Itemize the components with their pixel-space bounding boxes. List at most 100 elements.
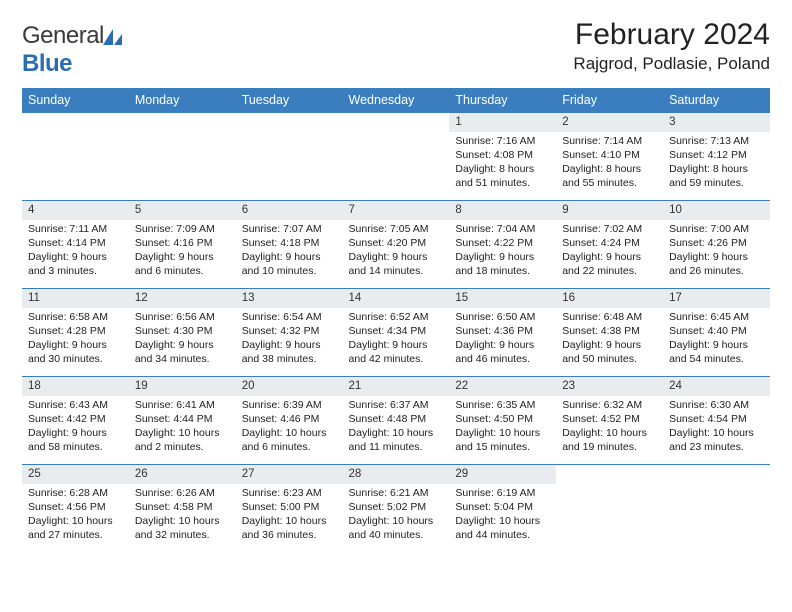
day-number <box>343 113 450 132</box>
day-daylight2: and 51 minutes. <box>455 177 550 191</box>
day-number: 22 <box>449 377 556 396</box>
day-daylight1: Daylight: 10 hours <box>242 427 337 441</box>
day-daylight2: and 36 minutes. <box>242 529 337 543</box>
calendar-cell: 11 Sunrise: 6:58 AMSunset: 4:28 PMDayligh… <box>22 289 129 377</box>
day-daylight2: and 18 minutes. <box>455 265 550 279</box>
day-data: Sunrise: 6:23 AMSunset: 5:00 PMDaylight:… <box>236 486 343 546</box>
day-sunset: Sunset: 4:34 PM <box>349 325 444 339</box>
day-data: Sunrise: 7:02 AMSunset: 4:24 PMDaylight:… <box>556 222 663 282</box>
day-daylight2: and 40 minutes. <box>349 529 444 543</box>
day-data: Sunrise: 7:04 AMSunset: 4:22 PMDaylight:… <box>449 222 556 282</box>
day-daylight1: Daylight: 10 hours <box>135 427 230 441</box>
day-daylight1: Daylight: 10 hours <box>669 427 764 441</box>
day-daylight1: Daylight: 10 hours <box>349 427 444 441</box>
brand-logo: General Blue <box>22 18 124 78</box>
day-number: 5 <box>129 201 236 220</box>
day-sunset: Sunset: 5:00 PM <box>242 501 337 515</box>
day-sunrise: Sunrise: 7:13 AM <box>669 135 764 149</box>
day-data: Sunrise: 6:58 AMSunset: 4:28 PMDaylight:… <box>22 310 129 370</box>
day-sunset: Sunset: 4:58 PM <box>135 501 230 515</box>
day-sunrise: Sunrise: 6:30 AM <box>669 399 764 413</box>
day-daylight2: and 42 minutes. <box>349 353 444 367</box>
day-daylight1: Daylight: 9 hours <box>28 339 123 353</box>
calendar-cell: 9Sunrise: 7:02 AMSunset: 4:24 PMDaylight… <box>556 201 663 289</box>
day-sunrise: Sunrise: 7:05 AM <box>349 223 444 237</box>
day-daylight1: Daylight: 8 hours <box>669 163 764 177</box>
day-daylight2: and 15 minutes. <box>455 441 550 455</box>
day-sunrise: Sunrise: 6:41 AM <box>135 399 230 413</box>
day-sunrise: Sunrise: 6:23 AM <box>242 487 337 501</box>
title-block: February 2024 Rajgrod, Podlasie, Poland <box>573 18 770 74</box>
day-number: 25 <box>22 465 129 484</box>
day-sunset: Sunset: 4:12 PM <box>669 149 764 163</box>
location: Rajgrod, Podlasie, Poland <box>573 54 770 74</box>
day-sunset: Sunset: 5:04 PM <box>455 501 550 515</box>
day-number: 3 <box>663 113 770 132</box>
day-sunset: Sunset: 4:48 PM <box>349 413 444 427</box>
day-data: Sunrise: 6:50 AMSunset: 4:36 PMDaylight:… <box>449 310 556 370</box>
day-sunrise: Sunrise: 6:45 AM <box>669 311 764 325</box>
day-sunset: Sunset: 4:14 PM <box>28 237 123 251</box>
day-sunrise: Sunrise: 7:02 AM <box>562 223 657 237</box>
calendar-cell: 3 Sunrise: 7:13 AMSunset: 4:12 PMDaylight… <box>663 113 770 201</box>
day-number: 19 <box>129 377 236 396</box>
calendar-cell: 22 Sunrise: 6:35 AMSunset: 4:50 PMDayligh… <box>449 377 556 465</box>
day-sunrise: Sunrise: 6:43 AM <box>28 399 123 413</box>
day-daylight2: and 44 minutes. <box>455 529 550 543</box>
day-sunrise: Sunrise: 6:50 AM <box>455 311 550 325</box>
day-daylight2: and 58 minutes. <box>28 441 123 455</box>
weekday-header: Wednesday <box>343 88 450 113</box>
calendar-cell: 16Sunrise: 6:48 AMSunset: 4:38 PMDayligh… <box>556 289 663 377</box>
day-daylight2: and 50 minutes. <box>562 353 657 367</box>
day-data: Sunrise: 7:14 AMSunset: 4:10 PMDaylight:… <box>556 134 663 194</box>
brand-word1: General <box>22 22 104 49</box>
day-daylight1: Daylight: 9 hours <box>242 339 337 353</box>
day-data: Sunrise: 6:52 AMSunset: 4:34 PMDaylight:… <box>343 310 450 370</box>
day-daylight1: Daylight: 10 hours <box>455 515 550 529</box>
calendar-table: Sunday Monday Tuesday Wednesday Thursday… <box>22 88 770 553</box>
calendar-cell: 23Sunrise: 6:32 AMSunset: 4:52 PMDayligh… <box>556 377 663 465</box>
day-data: Sunrise: 6:35 AMSunset: 4:50 PMDaylight:… <box>449 398 556 458</box>
day-data: Sunrise: 6:43 AMSunset: 4:42 PMDaylight:… <box>22 398 129 458</box>
day-number: 12 <box>129 289 236 308</box>
day-sunrise: Sunrise: 7:16 AM <box>455 135 550 149</box>
day-sunset: Sunset: 4:26 PM <box>669 237 764 251</box>
calendar-week: 18Sunrise: 6:43 AMSunset: 4:42 PMDayligh… <box>22 377 770 465</box>
day-sunrise: Sunrise: 6:52 AM <box>349 311 444 325</box>
day-data: Sunrise: 6:26 AMSunset: 4:58 PMDaylight:… <box>129 486 236 546</box>
day-number: 15 <box>449 289 556 308</box>
day-daylight2: and 32 minutes. <box>135 529 230 543</box>
calendar-cell: 13Sunrise: 6:54 AMSunset: 4:32 PMDayligh… <box>236 289 343 377</box>
day-daylight1: Daylight: 9 hours <box>135 251 230 265</box>
day-sunset: Sunset: 4:54 PM <box>669 413 764 427</box>
day-daylight2: and 26 minutes. <box>669 265 764 279</box>
day-sunset: Sunset: 4:36 PM <box>455 325 550 339</box>
day-data: Sunrise: 6:28 AMSunset: 4:56 PMDaylight:… <box>22 486 129 546</box>
day-sunset: Sunset: 4:24 PM <box>562 237 657 251</box>
day-sunrise: Sunrise: 7:11 AM <box>28 223 123 237</box>
day-number: 7 <box>343 201 450 220</box>
weekday-header: Tuesday <box>236 88 343 113</box>
day-sunrise: Sunrise: 6:54 AM <box>242 311 337 325</box>
day-sunrise: Sunrise: 6:26 AM <box>135 487 230 501</box>
day-data: Sunrise: 7:13 AMSunset: 4:12 PMDaylight:… <box>663 134 770 194</box>
calendar-cell: 18Sunrise: 6:43 AMSunset: 4:42 PMDayligh… <box>22 377 129 465</box>
day-daylight2: and 2 minutes. <box>135 441 230 455</box>
calendar-cell <box>663 465 770 553</box>
day-sunset: Sunset: 4:22 PM <box>455 237 550 251</box>
calendar-week: 25 Sunrise: 6:28 AMSunset: 4:56 PMDayligh… <box>22 465 770 553</box>
month-title: February 2024 <box>573 18 770 52</box>
calendar-cell: 29Sunrise: 6:19 AMSunset: 5:04 PMDayligh… <box>449 465 556 553</box>
brand-text: General Blue <box>22 22 124 78</box>
day-number: 17 <box>663 289 770 308</box>
day-sunrise: Sunrise: 6:39 AM <box>242 399 337 413</box>
day-number <box>22 113 129 132</box>
calendar-week: 4Sunrise: 7:11 AMSunset: 4:14 PMDaylight… <box>22 201 770 289</box>
weekday-header: Saturday <box>663 88 770 113</box>
day-number: 11 <box>22 289 129 308</box>
calendar-cell <box>343 113 450 201</box>
day-sunrise: Sunrise: 6:48 AM <box>562 311 657 325</box>
calendar-cell: 5Sunrise: 7:09 AMSunset: 4:16 PMDaylight… <box>129 201 236 289</box>
calendar-week: 11 Sunrise: 6:58 AMSunset: 4:28 PMDayligh… <box>22 289 770 377</box>
day-daylight2: and 38 minutes. <box>242 353 337 367</box>
